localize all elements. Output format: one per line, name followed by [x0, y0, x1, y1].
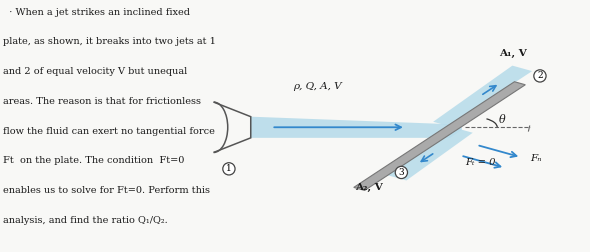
Polygon shape — [251, 117, 462, 138]
Text: Fₙ: Fₙ — [530, 154, 542, 163]
Text: and 2 of equal velocity V but unequal: and 2 of equal velocity V but unequal — [3, 67, 187, 76]
Text: flow the fluid can exert no tangential force: flow the fluid can exert no tangential f… — [3, 127, 215, 136]
Text: ρ, Q, A, V: ρ, Q, A, V — [293, 82, 342, 91]
Text: enables us to solve for Ft=0. Perform this: enables us to solve for Ft=0. Perform th… — [3, 186, 210, 195]
Text: 2: 2 — [537, 71, 543, 80]
Text: plate, as shown, it breaks into two jets at 1: plate, as shown, it breaks into two jets… — [3, 37, 216, 46]
Text: Fₜ = 0: Fₜ = 0 — [465, 158, 495, 167]
Text: analysis, and find the ratio Q₁/Q₂.: analysis, and find the ratio Q₁/Q₂. — [3, 216, 168, 225]
Polygon shape — [433, 66, 532, 126]
Text: θ: θ — [499, 115, 505, 125]
Text: Ft  on the plate. The condition  Ft=0: Ft on the plate. The condition Ft=0 — [3, 156, 184, 165]
Text: · When a jet strikes an inclined fixed: · When a jet strikes an inclined fixed — [3, 8, 190, 17]
Text: areas. The reason is that for frictionless: areas. The reason is that for frictionle… — [3, 97, 201, 106]
Polygon shape — [354, 82, 525, 191]
Text: A₁, V: A₁, V — [499, 49, 526, 58]
Text: 3: 3 — [399, 168, 404, 177]
Text: A₂, V: A₂, V — [355, 183, 383, 192]
Polygon shape — [386, 129, 473, 180]
Text: 1: 1 — [226, 164, 232, 173]
